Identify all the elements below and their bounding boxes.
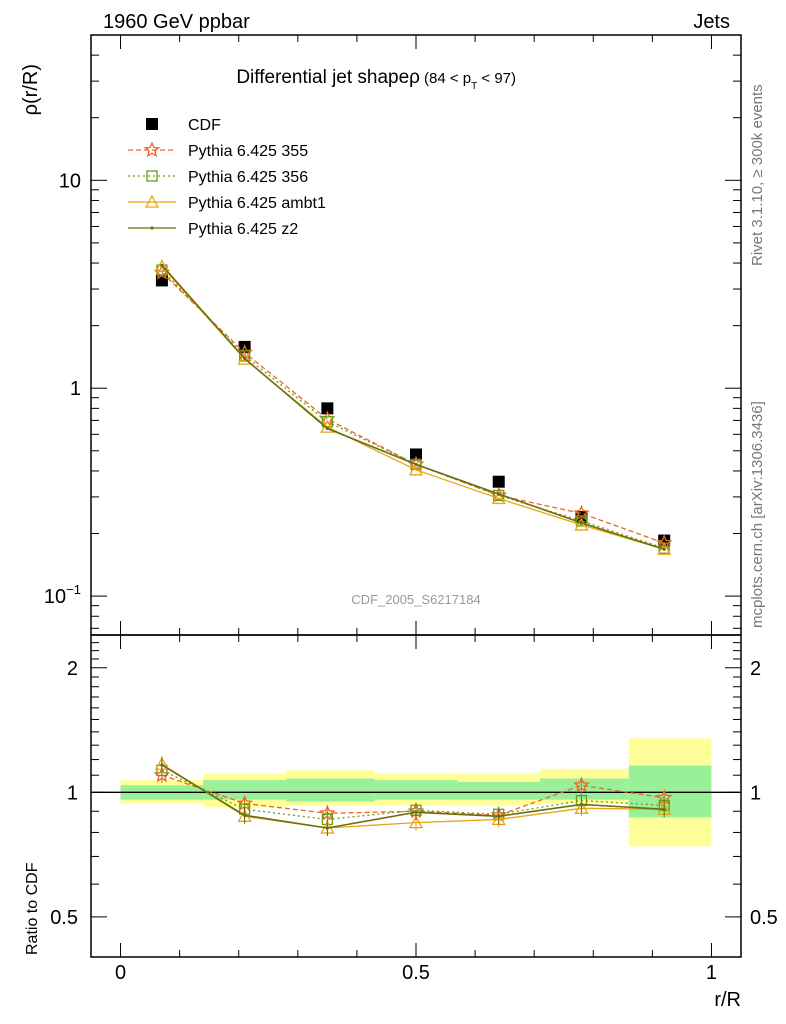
marker-triangle (491, 812, 506, 826)
legend-entry-0: CDF (146, 117, 221, 134)
marker-dot (325, 426, 329, 431)
marker-dot (414, 462, 418, 467)
series-line (161, 264, 665, 551)
marker-dot (414, 810, 418, 814)
marker-star (143, 141, 161, 158)
marker-dot (150, 226, 154, 230)
analysis-watermark: CDF_2005_S6217184 (351, 592, 480, 607)
y-tick-label-ratio-left: 1 (67, 782, 78, 804)
header-right: Jets (693, 11, 730, 33)
marker-square (146, 170, 158, 182)
header-left: 1960 GeV ppbar (103, 11, 250, 33)
marker-dot (579, 521, 584, 525)
marker-dot (497, 492, 501, 496)
y-tick-label-ratio-right: 1 (750, 782, 761, 804)
main-title-cut: (84 < pT < 97) (424, 70, 516, 92)
legend-label: Pythia 6.425 355 (188, 143, 308, 160)
band-green-2 (286, 778, 375, 802)
marker-dot (325, 826, 329, 830)
band-green-5 (540, 778, 629, 800)
marker-dot (662, 807, 666, 811)
rivet-label: Rivet 3.1.10, ≥ 300k events (749, 84, 766, 266)
legend-label: Pythia 6.425 356 (188, 169, 308, 186)
marker-triangle (237, 351, 252, 365)
main-series-group (153, 259, 673, 555)
marker-triangle (491, 491, 506, 505)
marker-triangle (144, 194, 160, 208)
band-green-4 (457, 781, 541, 800)
legend-label: Pythia 6.425 z2 (188, 221, 298, 238)
series-line (161, 272, 665, 544)
y-tick-label-ratio-right: 0.5 (750, 907, 778, 929)
marker-dot (579, 802, 584, 807)
y-tick-label-main: 10−1 (44, 582, 81, 608)
main-title: Differential jet shapeρ (236, 67, 420, 88)
main-series-3 (154, 259, 672, 555)
marker-dot (160, 263, 164, 267)
y-tick-label-main: 1 (70, 378, 81, 400)
legend-label: CDF (188, 117, 221, 134)
y-tick-label-ratio-left: 2 (67, 658, 78, 680)
axis-ticks (91, 34, 741, 958)
main-series-2 (156, 264, 670, 554)
y-tick-label-main: 10 (59, 170, 81, 192)
marker-dot (160, 763, 164, 767)
band-green-3 (374, 780, 458, 800)
data-point-cdf (492, 475, 505, 488)
marker-dot (243, 356, 247, 361)
main-y-axis-label: ρ(r/R) (20, 64, 42, 115)
data-point-cdf (410, 448, 422, 461)
band-green-1 (203, 780, 286, 800)
x-axis-label: r/R (714, 989, 741, 1011)
series-line (161, 269, 665, 549)
mcplots-label: mcplots.cern.ch [arXiv:1306.3436] (749, 401, 766, 628)
main-series-1 (153, 263, 673, 551)
marker-triangle (574, 800, 589, 814)
marker-star (655, 534, 673, 551)
marker-dot (497, 814, 501, 818)
marker-triangle (408, 462, 424, 476)
ratio-series-group (153, 756, 673, 836)
tick-labels: 0 0.5 1 10−1 1 10 0.5 0.5 1 1 2 2 (44, 170, 778, 984)
main-series-0 (155, 274, 671, 547)
ratio-series-3 (160, 756, 666, 836)
legend-entry-2: Pythia 6.425 356 (128, 169, 308, 186)
legend-entry-1: Pythia 6.425 355 (128, 141, 308, 160)
marker-dot (662, 547, 666, 551)
legend-label: Pythia 6.425 ambt1 (188, 195, 326, 212)
data-point-cdf (146, 118, 158, 130)
x-tick-label: 1 (706, 962, 717, 984)
marker-square (238, 350, 251, 362)
data-point-cdf (321, 402, 334, 415)
legend-entry-4: Pythia 6.425 z2 (128, 221, 298, 238)
x-tick-label: 0.5 (402, 962, 430, 984)
legend: CDF Pythia 6.425 355 Pythia 6.425 356 Pythi… (128, 117, 326, 238)
marker-triangle (154, 259, 170, 273)
marker-star (573, 776, 590, 793)
marker-dot (243, 813, 247, 817)
x-tick-label: 0 (115, 962, 126, 984)
marker-triangle (408, 815, 424, 829)
y-tick-label-ratio-right: 2 (750, 658, 761, 680)
main-series-4 (160, 263, 666, 551)
series-line (161, 266, 665, 550)
ratio-y-axis-label: Ratio to CDF (24, 862, 41, 955)
legend-entry-3: Pythia 6.425 ambt1 (128, 194, 326, 212)
y-tick-label-ratio-left: 0.5 (50, 907, 78, 929)
